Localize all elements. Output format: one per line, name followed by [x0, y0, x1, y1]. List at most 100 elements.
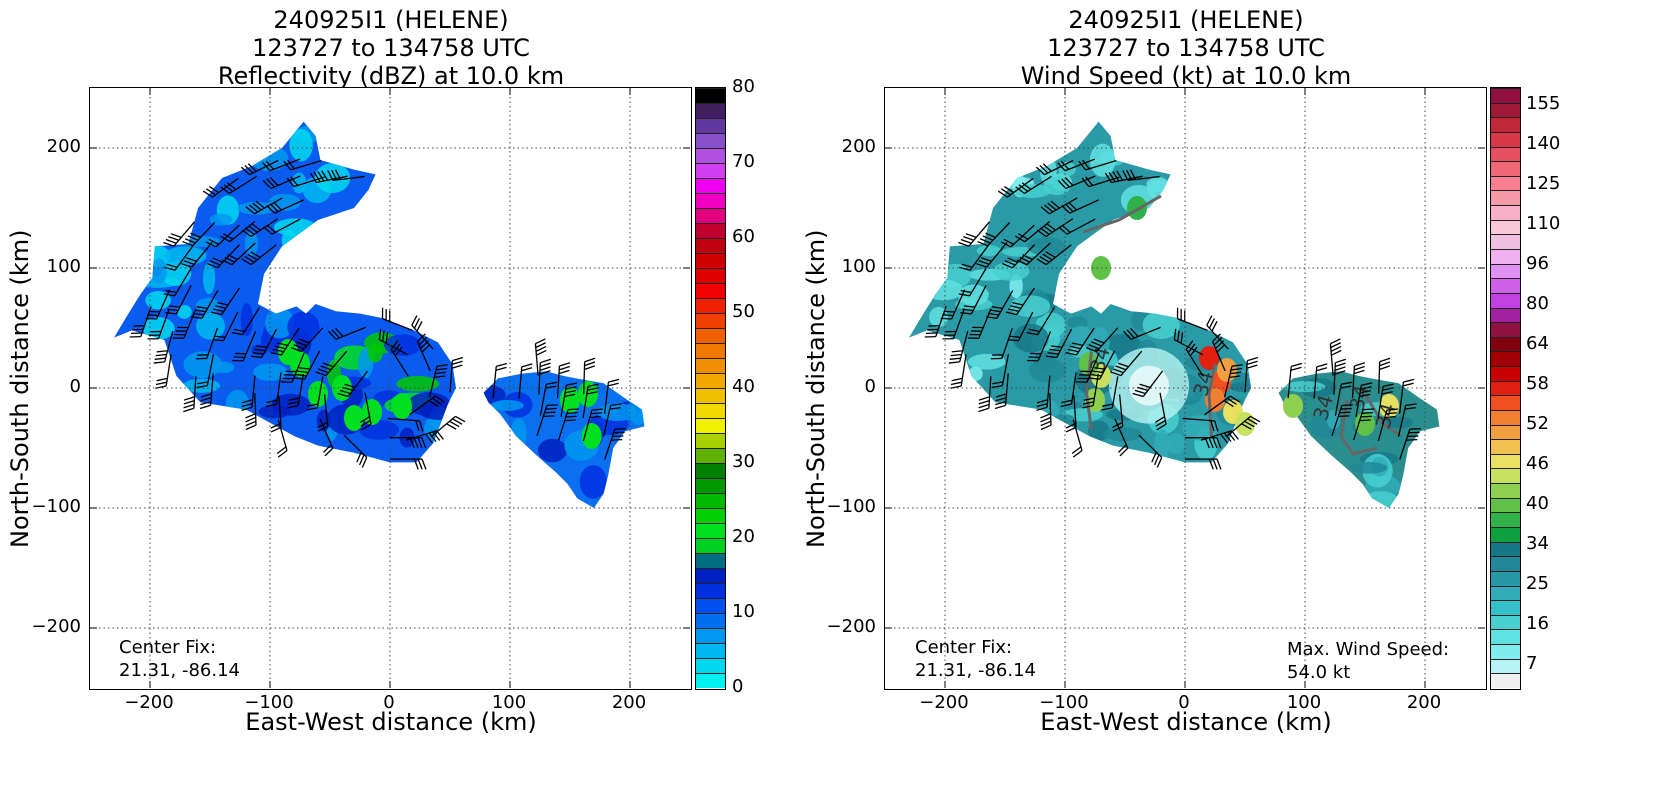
wind-barb — [390, 458, 427, 470]
echo-cell — [258, 405, 290, 419]
wind-barb — [317, 394, 329, 432]
wind-barb — [1058, 218, 1096, 235]
colorbar-tick-label: 110 — [1526, 213, 1561, 235]
colorbar-segment — [696, 478, 725, 493]
colorbar-segment — [696, 613, 725, 628]
reflectivity-title: 240925I1 (HELENE) 123727 to 134758 UTC R… — [90, 6, 692, 90]
echo-cell — [202, 262, 216, 295]
contour-line — [1339, 399, 1378, 456]
wind-barb — [315, 350, 348, 377]
echo-cell — [1146, 177, 1170, 193]
colorbar-segment — [696, 373, 725, 388]
wind-barb — [195, 327, 218, 360]
colorbar-segment — [1491, 527, 1520, 542]
wind-barb — [1027, 331, 1052, 362]
wind-barb — [266, 199, 304, 214]
y-axis-label: North-South distance (km) — [802, 229, 830, 549]
wind-barb — [1398, 378, 1415, 414]
echo-cell — [1051, 414, 1077, 430]
colorbar-segment — [1491, 351, 1520, 367]
echo-cell — [597, 403, 638, 421]
wind-barb — [1076, 352, 1100, 383]
title-line-1: 240925I1 (HELENE) — [273, 6, 509, 34]
wind-barb — [381, 307, 413, 331]
colorbar-segment — [1491, 234, 1520, 249]
title-line-3: Reflectivity (dBZ) at 10.0 km — [217, 62, 565, 90]
echo-cell — [958, 284, 989, 306]
colorbar-segment — [696, 163, 725, 178]
colorbar-tick-label: 96 — [1526, 253, 1549, 275]
colorbar-segment — [1491, 366, 1520, 381]
wind-barb — [1112, 394, 1124, 432]
colorbar-tick-label: 70 — [732, 151, 755, 172]
wind-barb — [1015, 220, 1051, 243]
echo-cell — [145, 290, 171, 310]
colorbar-segment — [1491, 483, 1520, 498]
colorbar-segment — [696, 103, 725, 118]
wind-barb — [263, 218, 301, 235]
wind-barb — [560, 382, 578, 417]
wind-barb — [492, 362, 508, 399]
colorbar-segment — [696, 253, 725, 268]
colorbar-tick-label: 20 — [732, 526, 755, 547]
echo-cell — [209, 213, 233, 226]
contour-line — [1085, 351, 1093, 431]
echo-cell — [510, 417, 527, 450]
wind-barb — [557, 408, 580, 441]
colorbar-segment — [696, 238, 725, 253]
x-tick-label: −200 — [919, 692, 969, 713]
echo-cell — [1010, 295, 1051, 318]
echo-cell — [1349, 462, 1388, 474]
center-fix-note: Center Fix: 21.31, -86.14 — [915, 636, 1036, 682]
wind-barb — [1377, 383, 1394, 419]
wind-barb — [603, 378, 620, 414]
colorbar-segment — [696, 178, 725, 193]
colorbar-segment — [1491, 278, 1520, 293]
colorbar-segment — [696, 598, 725, 613]
wind-barb — [948, 330, 969, 364]
colorbar-segment — [1491, 131, 1520, 147]
colorbar-tick-label: 16 — [1526, 613, 1549, 635]
echo-cell — [1225, 372, 1251, 385]
colorbar-segment — [696, 418, 725, 433]
wind-barb — [942, 308, 965, 340]
y-tick-label: 200 — [841, 136, 876, 157]
echo-cell — [1361, 491, 1400, 508]
wind-barb — [534, 338, 547, 376]
colorbar-segment — [1491, 439, 1520, 454]
wind-barb — [153, 330, 174, 364]
wind-barb — [1313, 363, 1328, 399]
colorbar-segment — [696, 133, 725, 148]
colorbar-tick-label: 60 — [732, 226, 755, 247]
y-tick-label: 0 — [864, 376, 876, 397]
echo-cell — [1087, 420, 1110, 442]
wind-barb — [1101, 376, 1119, 411]
wind-barb — [1088, 350, 1116, 380]
max-wind-note: Max. Wind Speed: 54.0 kt — [1287, 638, 1449, 684]
colorbar-segment — [696, 223, 725, 238]
wind-barbs — [129, 158, 626, 470]
echo-cell — [1103, 427, 1143, 442]
wind-barb — [1355, 382, 1373, 417]
y-tick-label: −200 — [31, 616, 81, 637]
echo-cell — [1326, 409, 1341, 430]
colorbar-segment — [1491, 263, 1520, 279]
colorbar-segment — [696, 118, 725, 133]
wind-barb — [1200, 430, 1239, 444]
echo-cell — [212, 361, 235, 374]
wind-barb — [977, 222, 1011, 247]
wind-barb — [985, 290, 1014, 320]
echo-cell — [367, 344, 384, 363]
wind-barb — [1040, 393, 1052, 431]
wind-barb — [387, 417, 424, 432]
wind-barb — [1204, 395, 1240, 416]
max-wind-label: Max. Wind Speed: — [1287, 639, 1450, 660]
wind-barb — [582, 383, 599, 419]
wind-barb — [165, 285, 192, 315]
echo-cell — [968, 366, 983, 381]
echo-cell — [237, 201, 276, 215]
colorbar-tick-label: 58 — [1526, 373, 1549, 395]
colorbar-segment — [1491, 497, 1520, 513]
wind-barb — [270, 395, 282, 433]
center-fix-label: Center Fix: — [119, 637, 217, 658]
